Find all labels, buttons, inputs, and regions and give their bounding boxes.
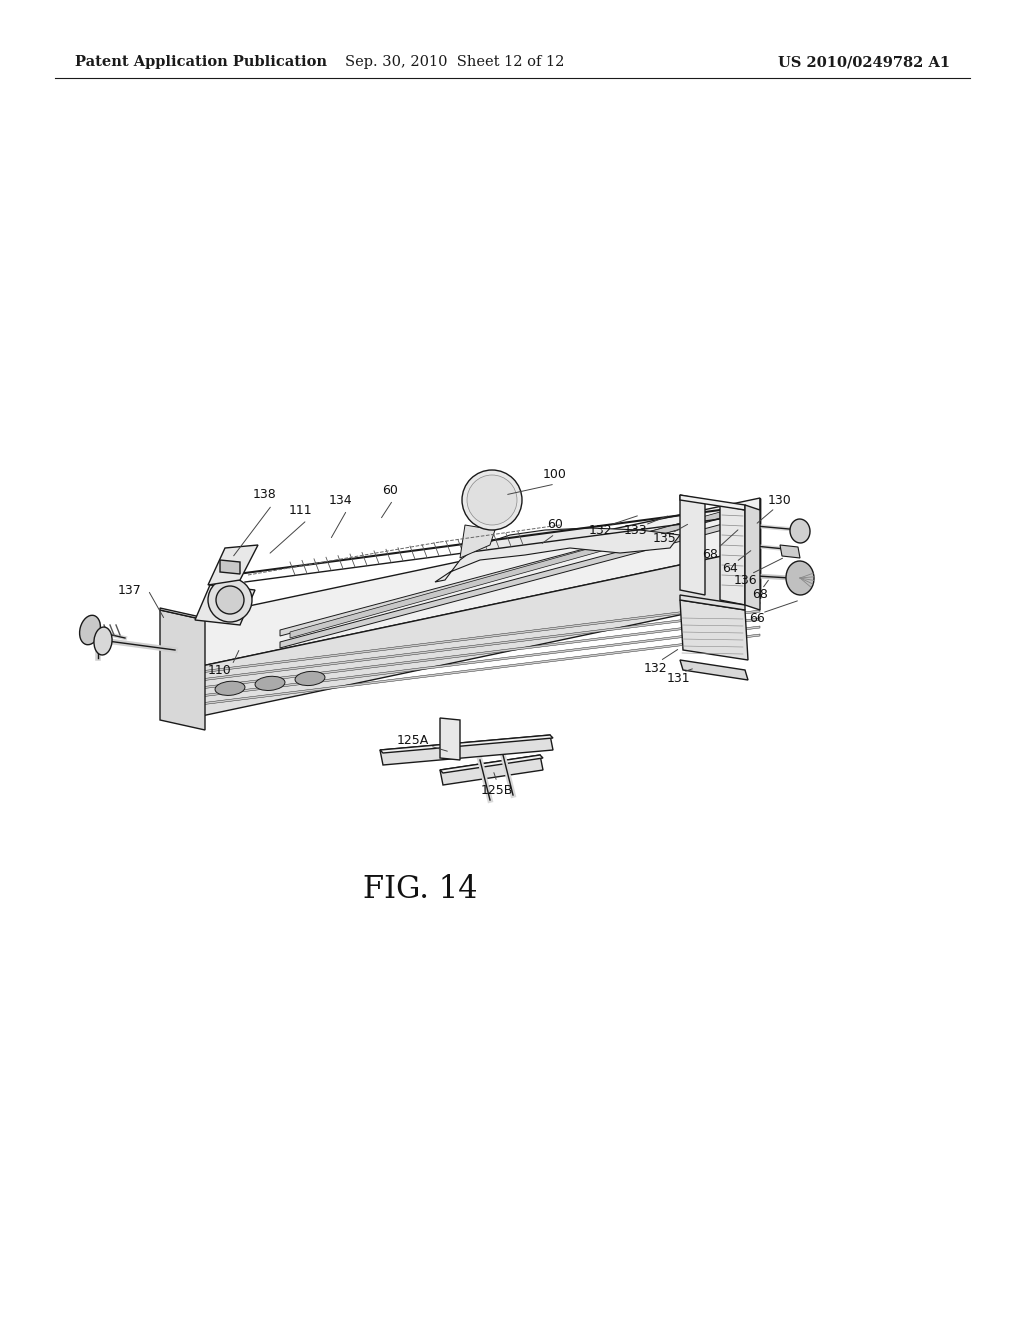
Polygon shape [380, 735, 553, 752]
Polygon shape [193, 618, 760, 690]
Polygon shape [208, 545, 258, 585]
Text: 60: 60 [382, 483, 398, 496]
Polygon shape [280, 510, 730, 636]
Text: 64: 64 [722, 561, 738, 574]
Text: 68: 68 [752, 589, 768, 602]
Text: Patent Application Publication: Patent Application Publication [75, 55, 327, 69]
Polygon shape [460, 525, 495, 558]
Polygon shape [195, 585, 255, 624]
Ellipse shape [215, 681, 245, 696]
Text: 110: 110 [208, 664, 231, 676]
Text: 137: 137 [118, 583, 142, 597]
Polygon shape [160, 610, 205, 730]
Polygon shape [220, 560, 240, 574]
Polygon shape [440, 755, 543, 785]
Text: 135: 135 [653, 532, 677, 544]
Polygon shape [720, 506, 745, 605]
Polygon shape [780, 545, 800, 558]
Text: 130: 130 [768, 494, 792, 507]
Text: 131: 131 [667, 672, 690, 685]
Polygon shape [193, 626, 760, 698]
Polygon shape [440, 718, 460, 760]
Ellipse shape [255, 676, 285, 690]
Ellipse shape [295, 672, 325, 685]
Polygon shape [745, 506, 760, 610]
Ellipse shape [786, 561, 814, 595]
Polygon shape [680, 495, 745, 510]
Text: FIG. 14: FIG. 14 [362, 874, 477, 906]
Text: US 2010/0249782 A1: US 2010/0249782 A1 [778, 55, 950, 69]
Polygon shape [680, 595, 745, 610]
Polygon shape [380, 735, 553, 766]
Text: 134: 134 [328, 494, 352, 507]
Circle shape [216, 586, 244, 614]
Text: 68: 68 [702, 549, 718, 561]
Polygon shape [680, 601, 748, 660]
Text: 138: 138 [253, 488, 276, 502]
Polygon shape [280, 521, 730, 648]
Polygon shape [193, 498, 760, 668]
Polygon shape [290, 512, 720, 638]
Text: 100: 100 [543, 469, 567, 482]
Polygon shape [160, 609, 205, 620]
Circle shape [467, 475, 517, 525]
Ellipse shape [94, 627, 112, 655]
Circle shape [208, 578, 252, 622]
Polygon shape [193, 548, 760, 718]
Polygon shape [440, 755, 543, 774]
Polygon shape [680, 660, 748, 680]
Text: 125A: 125A [397, 734, 429, 747]
Polygon shape [680, 495, 705, 595]
Ellipse shape [80, 615, 100, 644]
Text: 125B: 125B [481, 784, 513, 796]
Text: 136: 136 [733, 573, 757, 586]
Ellipse shape [790, 519, 810, 543]
Text: 60: 60 [547, 519, 563, 532]
Polygon shape [193, 610, 760, 682]
Text: 111: 111 [288, 503, 312, 516]
Circle shape [462, 470, 522, 531]
Text: 133: 133 [624, 524, 647, 536]
Polygon shape [193, 602, 760, 675]
Text: 132: 132 [588, 524, 611, 536]
Polygon shape [435, 528, 680, 582]
Text: 66: 66 [750, 611, 765, 624]
Polygon shape [193, 634, 760, 706]
Text: Sep. 30, 2010  Sheet 12 of 12: Sep. 30, 2010 Sheet 12 of 12 [345, 55, 564, 69]
Text: 132: 132 [643, 661, 667, 675]
